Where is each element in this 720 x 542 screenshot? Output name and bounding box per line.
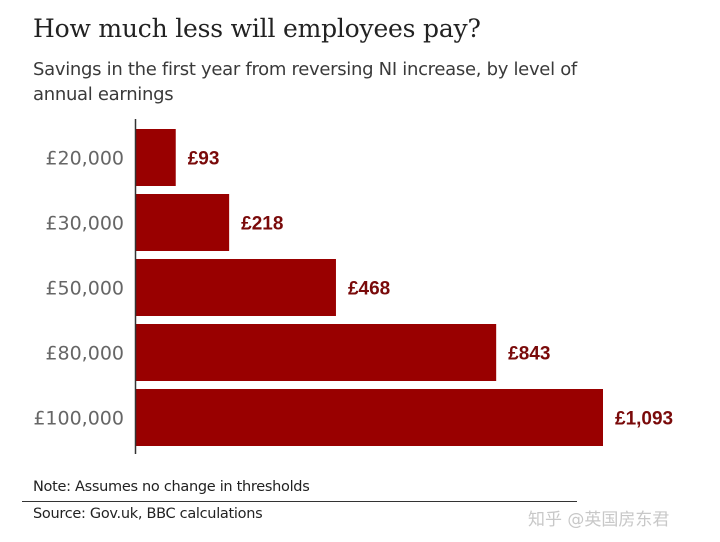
bar-3 [136, 324, 497, 381]
footer-divider [22, 501, 577, 502]
category-label: £50,000 [45, 278, 124, 300]
watermark: 知乎 @英国房东君 [528, 510, 670, 530]
value-label: £218 [241, 214, 283, 235]
chart-title: How much less will employees pay? [33, 14, 481, 43]
bar-2 [136, 259, 336, 316]
value-label: £843 [508, 344, 550, 365]
value-label: £1,093 [615, 409, 673, 430]
chart-note: Note: Assumes no change in thresholds [33, 479, 310, 495]
bar-4 [136, 389, 603, 446]
bar-1 [136, 194, 230, 251]
category-label: £20,000 [45, 148, 124, 170]
value-label: £468 [348, 279, 390, 300]
category-label: £100,000 [33, 408, 124, 430]
category-label: £30,000 [45, 213, 124, 235]
bar-0 [136, 129, 176, 186]
chart-source: Source: Gov.uk, BBC calculations [33, 506, 263, 522]
value-label: £93 [188, 149, 220, 170]
category-label: £80,000 [45, 343, 124, 365]
chart-subtitle: Savings in the first year from reversing… [33, 59, 577, 105]
bar-chart: £20,000 £93 £30,000 £218 £50,000 £468 £80,000 £… [33, 119, 673, 454]
